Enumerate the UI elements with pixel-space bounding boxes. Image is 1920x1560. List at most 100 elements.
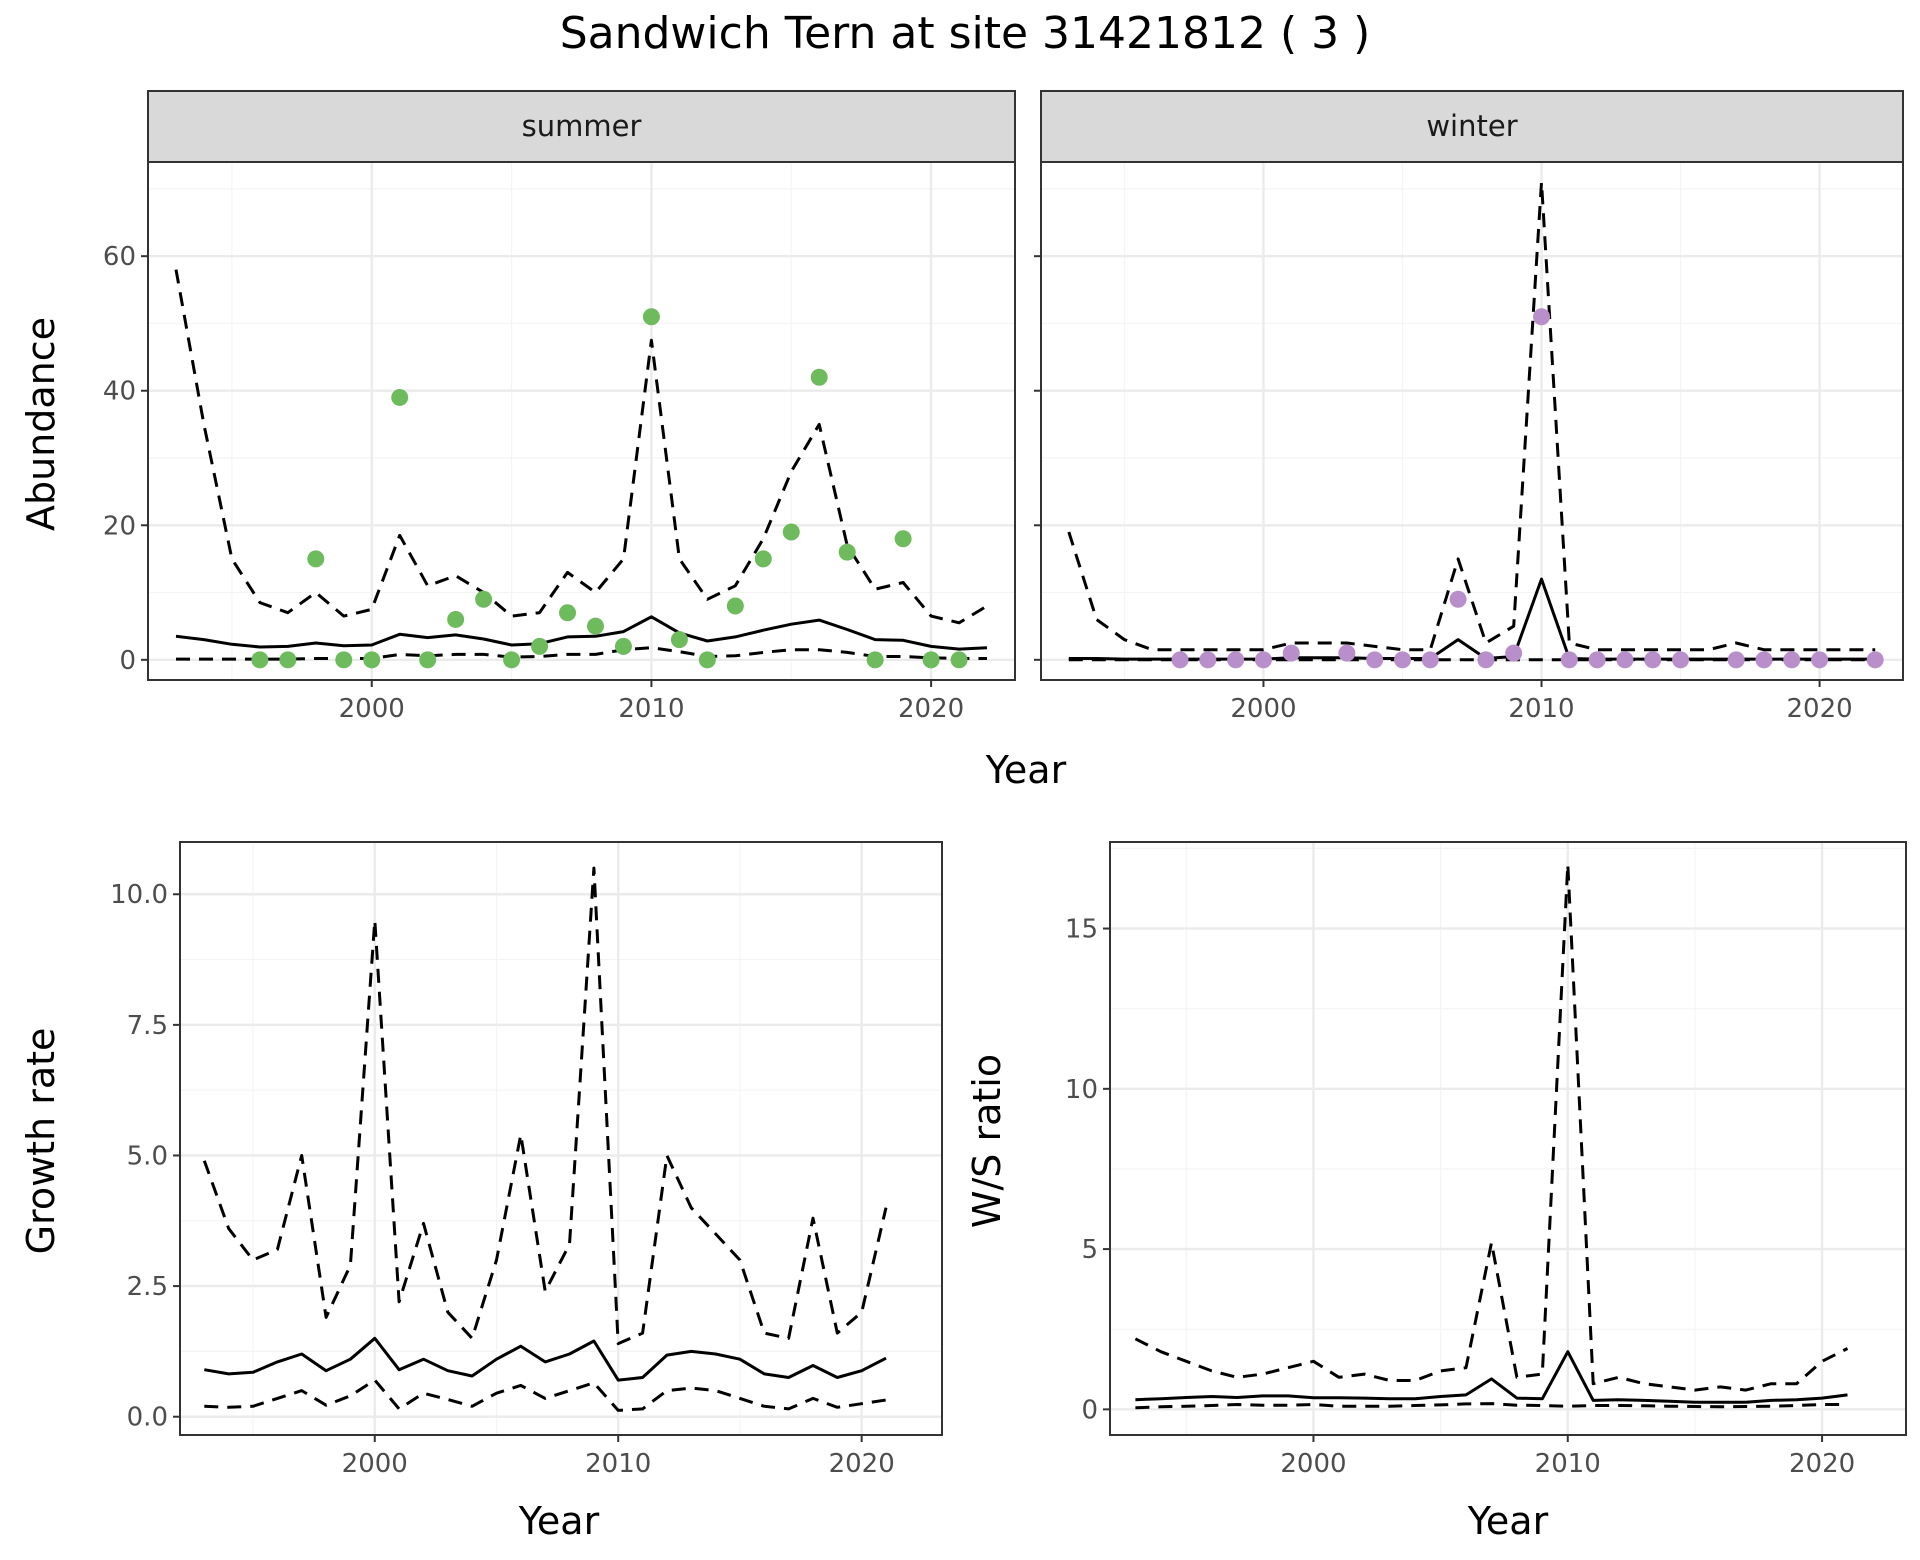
ws-estimate-line xyxy=(1135,1350,1848,1404)
growth-y-tick-label: 0.0 xyxy=(127,1403,168,1433)
winter-observed-point xyxy=(1560,651,1578,669)
summer-observed-point xyxy=(698,651,716,669)
summer-observed-point xyxy=(922,651,940,669)
abundance-winter-panel: winter 2000 2010 2020 xyxy=(1034,90,1904,724)
winter-x-tick-label: 2010 xyxy=(1508,694,1574,724)
growth-lower-ci-line xyxy=(204,1378,887,1412)
growth-x-tick-label: 2010 xyxy=(585,1449,651,1479)
summer-observed-point xyxy=(251,651,269,669)
winter-observed-point xyxy=(1477,651,1495,669)
summer-y-tick-label: 0 xyxy=(119,646,136,676)
growth-x-axis-title: Year xyxy=(518,1499,600,1543)
winter-x-tick-label: 2020 xyxy=(1786,694,1852,724)
summer-y-tick-label: 60 xyxy=(103,242,136,272)
winter-observed-point xyxy=(1727,651,1745,669)
growth-y-tick-label: 7.5 xyxy=(127,1011,168,1041)
growth-rate-panel: 2000 2010 2020 0.0 2.5 5.0 7.5 10.0 xyxy=(110,841,943,1479)
winter-strip-label: winter xyxy=(1426,109,1517,143)
summer-observed-point xyxy=(335,651,353,669)
abundance-x-axis-title: Year xyxy=(985,748,1067,792)
ws-y-axis-title: W/S ratio xyxy=(965,1054,1009,1228)
ws-x-tick-label: 2020 xyxy=(1789,1449,1855,1479)
growth-y-tick-label: 5.0 xyxy=(127,1141,168,1171)
growth-y-tick-label: 2.5 xyxy=(127,1272,168,1302)
winter-observed-point xyxy=(1755,651,1773,669)
summer-observed-point xyxy=(475,590,493,608)
winter-observed-point xyxy=(1811,651,1829,669)
winter-observed-point xyxy=(1199,651,1217,669)
winter-observed-point xyxy=(1338,644,1356,662)
summer-observed-point xyxy=(782,523,800,541)
summer-x-tick-label: 2010 xyxy=(618,694,684,724)
summer-observed-point xyxy=(559,604,577,622)
winter-observed-point xyxy=(1171,651,1189,669)
growth-upper-ci-line xyxy=(202,866,888,1346)
growth-panel-border xyxy=(179,841,943,1436)
growth-x-tick-label: 2000 xyxy=(342,1449,408,1479)
summer-strip xyxy=(147,90,1016,163)
winter-x-tick-label: 2000 xyxy=(1230,694,1296,724)
summer-observed-point xyxy=(531,637,549,655)
winter-observed-point xyxy=(1421,651,1439,669)
figure-title: Sandwich Tern at site 31421812 ( 3 ) xyxy=(560,8,1371,59)
growth-estimate-line xyxy=(204,1336,887,1382)
summer-estimate-line xyxy=(175,615,988,651)
winter-observed-point xyxy=(1866,651,1884,669)
winter-observed-point xyxy=(1227,651,1245,669)
ws-ratio-panel: 2000 2010 2020 0 5 10 15 xyxy=(1065,841,1907,1479)
summer-observed-point xyxy=(503,651,521,669)
ws-panel-border xyxy=(1109,841,1907,1436)
ws-x-tick-label: 2000 xyxy=(1280,1449,1346,1479)
summer-plot-area xyxy=(148,162,1015,680)
winter-observed-point xyxy=(1505,644,1523,662)
summer-observed-point xyxy=(754,550,772,568)
summer-observed-point xyxy=(614,637,632,655)
winter-strip xyxy=(1040,90,1904,163)
summer-observed-point xyxy=(586,617,604,635)
summer-observed-point xyxy=(391,388,409,406)
abundance-summer-panel: summer 2000 2010 2020 0 20 40 60 xyxy=(103,90,1016,724)
winter-observed-point xyxy=(1588,651,1606,669)
summer-observed-point xyxy=(950,651,968,669)
abundance-y-axis-title: Abundance xyxy=(19,317,63,531)
ws-x-tick-label: 2010 xyxy=(1535,1449,1601,1479)
summer-observed-point xyxy=(419,651,437,669)
summer-observed-point xyxy=(307,550,325,568)
winter-observed-point xyxy=(1783,651,1801,669)
winter-panel-border xyxy=(1040,161,1904,681)
winter-observed-point xyxy=(1282,644,1300,662)
summer-y-tick-label: 40 xyxy=(103,377,136,407)
summer-y-tick-label: 20 xyxy=(103,511,136,541)
winter-observed-point xyxy=(1616,651,1634,669)
summer-observed-point xyxy=(726,597,744,615)
winter-plot-area xyxy=(1041,162,1903,680)
summer-observed-point xyxy=(838,543,856,561)
winter-observed-point xyxy=(1533,308,1551,326)
winter-observed-point xyxy=(1644,651,1662,669)
ws-y-tick-label: 15 xyxy=(1065,915,1098,945)
summer-observed-point xyxy=(363,651,381,669)
ws-lower-ci-line xyxy=(1135,1402,1848,1410)
summer-observed-point xyxy=(866,651,884,669)
summer-lower-ci-line xyxy=(176,646,987,661)
summer-x-tick-label: 2000 xyxy=(339,694,405,724)
summer-observed-point xyxy=(447,610,465,628)
winter-observed-point xyxy=(1366,651,1384,669)
summer-observed-point xyxy=(670,631,688,649)
summer-observed-point xyxy=(810,368,828,386)
winter-upper-ci-line xyxy=(1067,180,1876,652)
ws-x-axis-title: Year xyxy=(1467,1499,1549,1543)
growth-x-tick-label: 2020 xyxy=(829,1449,895,1479)
growth-plot-area xyxy=(180,842,942,1435)
winter-observed-point xyxy=(1254,651,1272,669)
summer-observed-point xyxy=(894,530,912,548)
summer-panel-border xyxy=(147,161,1016,681)
growth-y-tick-label: 10.0 xyxy=(110,880,168,910)
summer-x-tick-label: 2020 xyxy=(898,694,964,724)
ws-y-tick-label: 10 xyxy=(1065,1075,1098,1105)
growth-y-axis-title: Growth rate xyxy=(19,1028,63,1255)
winter-observed-point xyxy=(1449,590,1467,608)
winter-observed-point xyxy=(1672,651,1690,669)
summer-strip-label: summer xyxy=(522,109,642,143)
summer-observed-point xyxy=(642,308,660,326)
